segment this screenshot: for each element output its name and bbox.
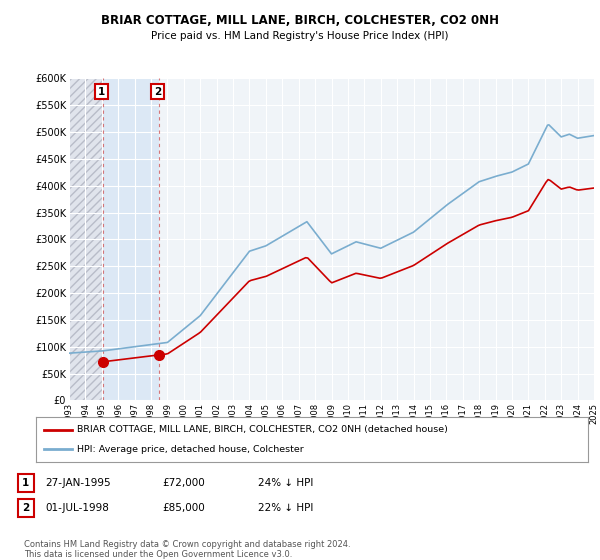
Text: 27-JAN-1995: 27-JAN-1995: [45, 478, 110, 488]
Text: 22% ↓ HPI: 22% ↓ HPI: [258, 503, 313, 513]
Text: 1: 1: [98, 87, 105, 97]
Text: BRIAR COTTAGE, MILL LANE, BIRCH, COLCHESTER, CO2 0NH: BRIAR COTTAGE, MILL LANE, BIRCH, COLCHES…: [101, 14, 499, 27]
Text: 01-JUL-1998: 01-JUL-1998: [45, 503, 109, 513]
Text: 2: 2: [22, 503, 29, 513]
Text: 24% ↓ HPI: 24% ↓ HPI: [258, 478, 313, 488]
Text: Contains HM Land Registry data © Crown copyright and database right 2024.: Contains HM Land Registry data © Crown c…: [24, 540, 350, 549]
Bar: [69, 78, 103, 400]
Text: This data is licensed under the Open Government Licence v3.0.: This data is licensed under the Open Gov…: [24, 550, 292, 559]
Text: BRIAR COTTAGE, MILL LANE, BIRCH, COLCHESTER, CO2 0NH (detached house): BRIAR COTTAGE, MILL LANE, BIRCH, COLCHES…: [77, 425, 448, 434]
Text: HPI: Average price, detached house, Colchester: HPI: Average price, detached house, Colc…: [77, 445, 304, 454]
Text: £72,000: £72,000: [162, 478, 205, 488]
Text: £85,000: £85,000: [162, 503, 205, 513]
Text: 1: 1: [22, 478, 29, 488]
Bar: [69, 78, 103, 400]
Text: Price paid vs. HM Land Registry's House Price Index (HPI): Price paid vs. HM Land Registry's House …: [151, 31, 449, 41]
Text: 2: 2: [154, 87, 161, 97]
Bar: [103, 78, 159, 400]
